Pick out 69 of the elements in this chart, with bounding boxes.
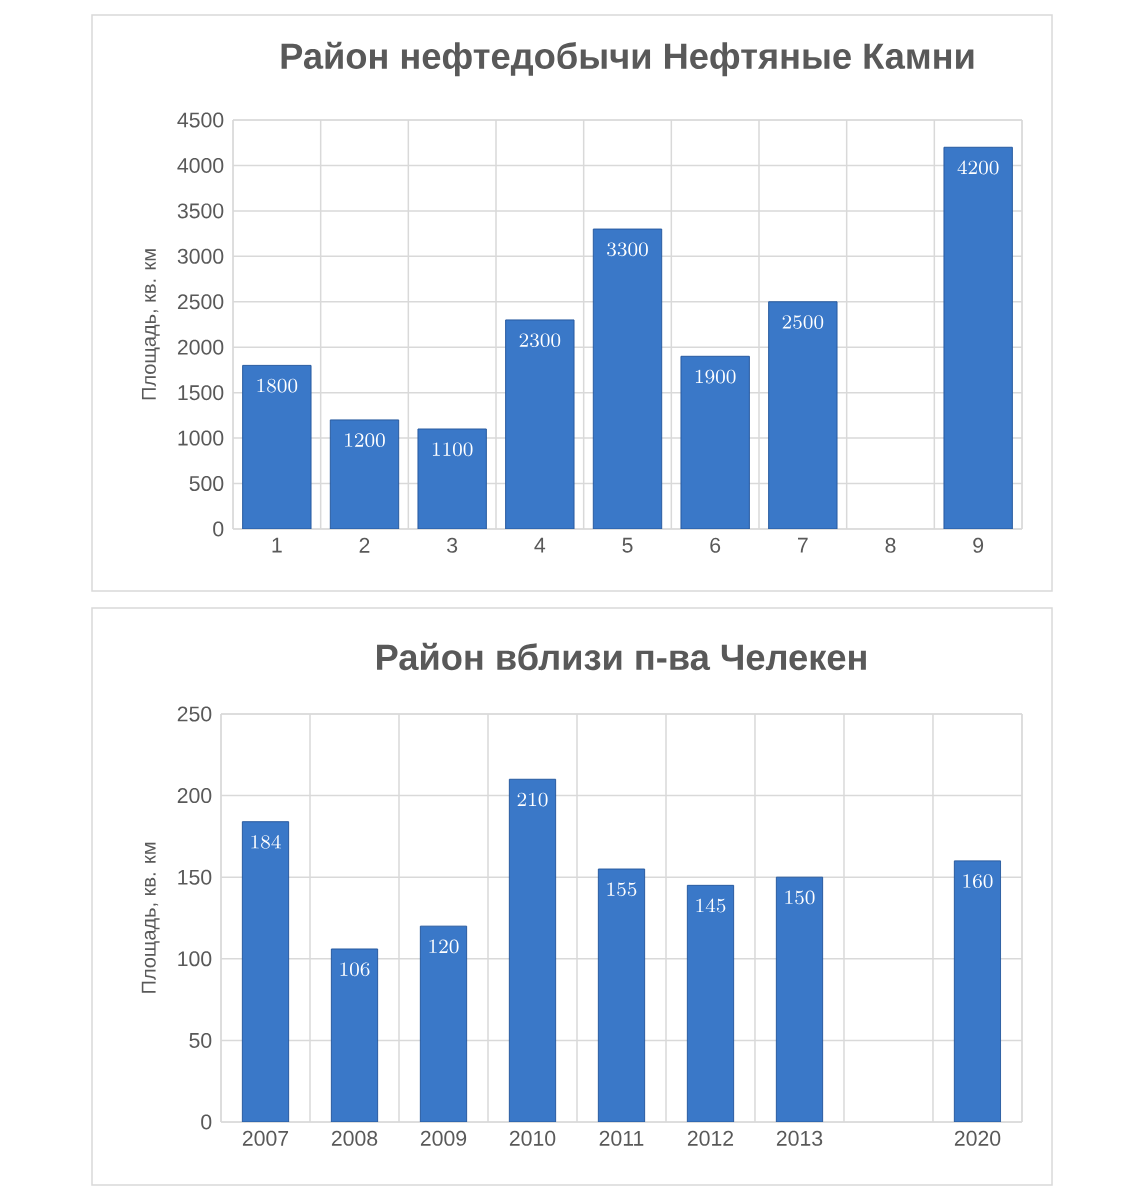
- y-tick-label: 0: [201, 1114, 212, 1130]
- x-tick-label: 2: [359, 537, 370, 553]
- y-tick-label: 1500: [178, 385, 224, 401]
- bar: [592, 228, 663, 529]
- y-tick-label: 2000: [177, 339, 224, 355]
- x-tick-label: 2009: [420, 1130, 467, 1146]
- y-tick-label: 4500: [177, 112, 224, 128]
- data-label: 1800: [257, 378, 298, 393]
- data-label: 2500: [782, 315, 824, 329]
- x-tick-label: 5: [622, 537, 633, 553]
- data-label: 160: [963, 874, 993, 889]
- bar: [953, 860, 1002, 1122]
- y-tick-label: 200: [177, 788, 212, 804]
- y-axis-title: Площадь, кв. км: [141, 842, 160, 993]
- bar: [768, 301, 838, 529]
- y-tick-label: 0: [213, 521, 224, 537]
- x-tick-label: 3: [447, 537, 458, 553]
- data-label: 106: [340, 962, 370, 977]
- y-tick-label: 250: [177, 706, 212, 722]
- bar: [597, 868, 646, 1122]
- x-tick-label: 2010: [509, 1130, 556, 1146]
- y-tick-label: 4000: [177, 157, 224, 173]
- data-label: 4200: [957, 160, 999, 175]
- chart-title: Район нефтедобычи Нефтяные Камни: [281, 41, 974, 77]
- data-label: 120: [429, 939, 459, 954]
- data-label: 184: [251, 834, 281, 849]
- bar: [417, 428, 487, 529]
- x-tick-label: 6: [710, 537, 721, 553]
- x-tick-label: 2020: [954, 1130, 1001, 1146]
- x-tick-label: 2007: [242, 1130, 289, 1146]
- y-axis-title: Площадь, кв. км: [141, 249, 160, 400]
- x-tick-label: 2008: [331, 1130, 378, 1146]
- x-tick-label: 2012: [687, 1130, 734, 1146]
- bar: [241, 821, 290, 1122]
- y-tick-label: 3000: [177, 248, 224, 264]
- bar: [242, 364, 312, 529]
- bar: [680, 355, 750, 529]
- y-tick-label: 50: [189, 1032, 212, 1048]
- y-tick-label: 2500: [177, 294, 224, 310]
- data-label: 3300: [607, 242, 648, 257]
- data-label: 150: [785, 890, 815, 905]
- bar: [943, 146, 1013, 529]
- data-label: 1900: [695, 369, 736, 384]
- x-tick-label: 7: [798, 537, 808, 553]
- x-tick-label: 1: [272, 537, 282, 553]
- bar: [329, 419, 400, 529]
- bar: [330, 948, 379, 1122]
- data-label: 210: [517, 792, 548, 807]
- data-label: 145: [696, 898, 726, 913]
- x-tick-label: 2013: [776, 1130, 823, 1146]
- y-tick-label: 3500: [177, 203, 224, 219]
- data-label: 2300: [519, 333, 561, 348]
- bar: [775, 876, 824, 1122]
- bar: [419, 925, 468, 1122]
- x-tick-label: 9: [973, 537, 984, 553]
- y-tick-label: 500: [189, 476, 224, 492]
- bar: [508, 778, 557, 1122]
- data-label: 1100: [432, 442, 473, 457]
- x-tick-label: 2011: [599, 1130, 644, 1146]
- y-tick-label: 150: [178, 869, 212, 885]
- x-tick-label: 8: [885, 537, 896, 553]
- data-label: 155: [607, 882, 637, 897]
- bar: [505, 319, 575, 529]
- x-tick-label: 4: [534, 537, 546, 553]
- y-tick-label: 100: [178, 951, 212, 967]
- chart-title: Район вблизи п-ва Челекен: [377, 642, 866, 671]
- data-label: 1200: [345, 433, 385, 448]
- y-tick-label: 1000: [178, 430, 224, 446]
- bar: [686, 884, 735, 1122]
